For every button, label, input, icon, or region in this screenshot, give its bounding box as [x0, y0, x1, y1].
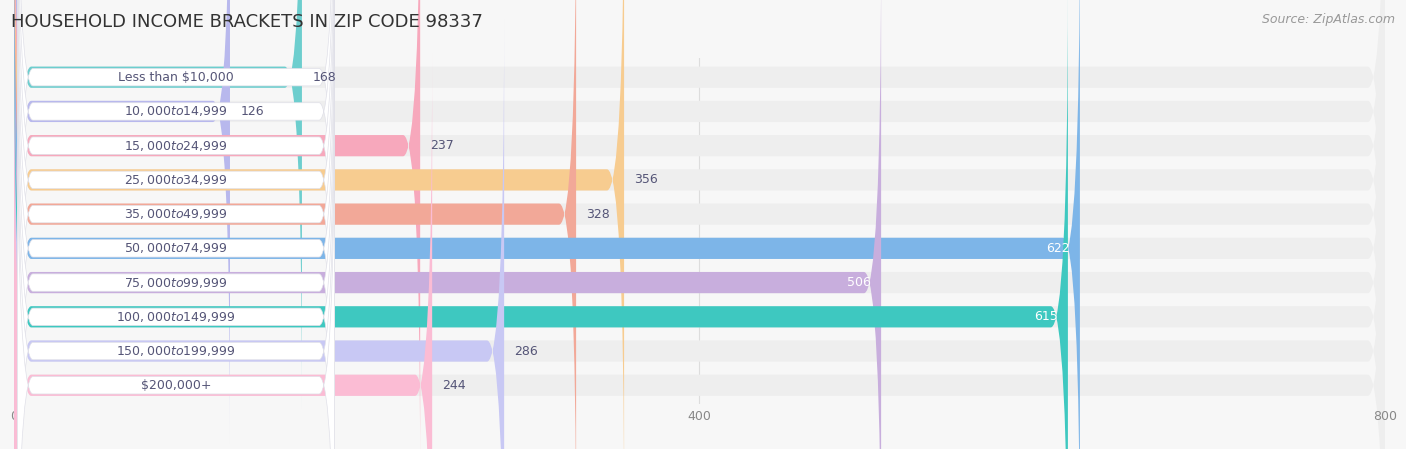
- FancyBboxPatch shape: [14, 0, 1385, 449]
- FancyBboxPatch shape: [14, 0, 231, 443]
- Text: Source: ZipAtlas.com: Source: ZipAtlas.com: [1261, 13, 1395, 26]
- FancyBboxPatch shape: [17, 0, 335, 411]
- Text: 244: 244: [443, 379, 465, 392]
- Text: 622: 622: [1046, 242, 1070, 255]
- FancyBboxPatch shape: [17, 0, 335, 377]
- FancyBboxPatch shape: [14, 0, 1080, 449]
- Text: $15,000 to $24,999: $15,000 to $24,999: [124, 139, 228, 153]
- Text: 237: 237: [430, 139, 454, 152]
- Text: $200,000+: $200,000+: [141, 379, 211, 392]
- Text: 126: 126: [240, 105, 264, 118]
- Text: $150,000 to $199,999: $150,000 to $199,999: [117, 344, 236, 358]
- FancyBboxPatch shape: [14, 0, 1385, 409]
- FancyBboxPatch shape: [14, 0, 1385, 449]
- FancyBboxPatch shape: [14, 0, 1385, 449]
- FancyBboxPatch shape: [14, 0, 624, 449]
- Text: 328: 328: [586, 207, 610, 220]
- FancyBboxPatch shape: [14, 0, 1385, 449]
- FancyBboxPatch shape: [17, 0, 335, 449]
- Text: $10,000 to $14,999: $10,000 to $14,999: [124, 105, 228, 119]
- Text: 506: 506: [846, 276, 870, 289]
- Text: $75,000 to $99,999: $75,000 to $99,999: [124, 276, 228, 290]
- Text: 615: 615: [1033, 310, 1057, 323]
- FancyBboxPatch shape: [17, 0, 335, 445]
- Text: $25,000 to $34,999: $25,000 to $34,999: [124, 173, 228, 187]
- FancyBboxPatch shape: [14, 0, 1069, 449]
- Text: $50,000 to $74,999: $50,000 to $74,999: [124, 242, 228, 255]
- Text: 286: 286: [515, 344, 538, 357]
- FancyBboxPatch shape: [14, 53, 1385, 449]
- Text: HOUSEHOLD INCOME BRACKETS IN ZIP CODE 98337: HOUSEHOLD INCOME BRACKETS IN ZIP CODE 98…: [11, 13, 484, 31]
- Text: 168: 168: [312, 70, 336, 84]
- FancyBboxPatch shape: [17, 18, 335, 449]
- FancyBboxPatch shape: [17, 0, 335, 449]
- FancyBboxPatch shape: [17, 0, 335, 449]
- FancyBboxPatch shape: [14, 0, 1385, 449]
- FancyBboxPatch shape: [14, 0, 302, 409]
- FancyBboxPatch shape: [14, 0, 1385, 449]
- FancyBboxPatch shape: [14, 19, 1385, 449]
- FancyBboxPatch shape: [17, 86, 335, 449]
- FancyBboxPatch shape: [14, 0, 882, 449]
- Text: $100,000 to $149,999: $100,000 to $149,999: [117, 310, 236, 324]
- Text: $35,000 to $49,999: $35,000 to $49,999: [124, 207, 228, 221]
- Text: 356: 356: [634, 173, 658, 186]
- Text: Less than $10,000: Less than $10,000: [118, 70, 233, 84]
- FancyBboxPatch shape: [14, 0, 420, 449]
- FancyBboxPatch shape: [14, 0, 1385, 443]
- FancyBboxPatch shape: [14, 53, 432, 449]
- FancyBboxPatch shape: [17, 52, 335, 449]
- FancyBboxPatch shape: [17, 0, 335, 449]
- FancyBboxPatch shape: [14, 0, 576, 449]
- FancyBboxPatch shape: [14, 19, 505, 449]
